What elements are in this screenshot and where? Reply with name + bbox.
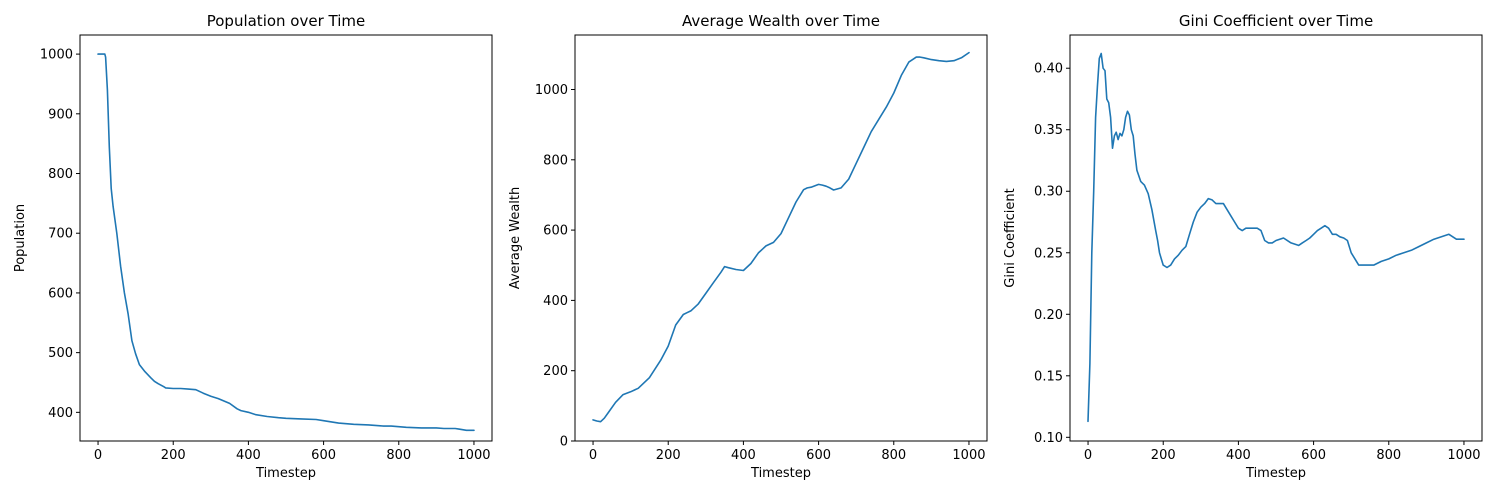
y-tick-label: 0.20 — [1034, 308, 1063, 323]
y-tick-label: 0 — [560, 435, 568, 450]
x-tick-label: 0 — [1084, 448, 1092, 463]
plot-area-frame — [574, 34, 988, 442]
chart-average-wealth: Average Wealth over Time Timestep Averag… — [508, 12, 988, 481]
chart-title: Population over Time — [207, 12, 366, 30]
series-line — [1087, 52, 1465, 423]
chart-title: Gini Coefficient over Time — [1179, 12, 1373, 30]
chart-title: Average Wealth over Time — [682, 12, 880, 30]
x-tick-label: 1000 — [952, 448, 985, 463]
x-tick-label: 400 — [1226, 448, 1251, 463]
y-tick-label: 500 — [48, 346, 73, 361]
x-tick-label: 200 — [1151, 448, 1176, 463]
x-tick-label: 1000 — [1447, 448, 1480, 463]
plot-area-frame — [1069, 34, 1483, 442]
y-tick-label: 0.10 — [1034, 431, 1063, 446]
x-tick-label: 400 — [731, 448, 756, 463]
y-tick-label: 600 — [48, 286, 73, 301]
x-tick-label: 200 — [656, 448, 681, 463]
x-tick-label: 0 — [94, 448, 102, 463]
x-tick-label: 600 — [1301, 448, 1326, 463]
x-tick-label: 0 — [589, 448, 597, 463]
y-tick-label: 800 — [48, 167, 73, 182]
y-tick-label: 0.35 — [1034, 123, 1063, 138]
y-tick-label: 400 — [543, 294, 568, 309]
series-line — [592, 51, 970, 423]
x-tick-label: 600 — [311, 448, 336, 463]
y-tick-label: 0.40 — [1034, 62, 1063, 77]
y-tick-label: 700 — [48, 227, 73, 242]
y-axis-label: Average Wealth — [508, 187, 523, 290]
plot-area-frame — [79, 34, 493, 442]
x-tick-label: 200 — [161, 448, 186, 463]
chart-gini-coefficient: Gini Coefficient over Time Timestep Gini… — [1003, 12, 1483, 481]
y-tick-label: 800 — [543, 153, 568, 168]
y-axis-label: Population — [13, 204, 28, 272]
x-tick-label: 1000 — [457, 448, 490, 463]
y-tick-label: 1000 — [40, 48, 73, 63]
y-tick-label: 0.25 — [1034, 246, 1063, 261]
y-tick-label: 900 — [48, 107, 73, 122]
y-tick-label: 400 — [48, 406, 73, 421]
y-tick-label: 1000 — [535, 83, 568, 98]
x-axis-label: Timestep — [1245, 466, 1306, 481]
x-tick-label: 400 — [236, 448, 261, 463]
x-tick-label: 800 — [386, 448, 411, 463]
x-tick-label: 600 — [806, 448, 831, 463]
y-tick-label: 200 — [543, 364, 568, 379]
x-axis-label: Timestep — [750, 466, 811, 481]
y-tick-label: 0.30 — [1034, 185, 1063, 200]
x-tick-label: 800 — [881, 448, 906, 463]
y-axis-label: Gini Coefficient — [1003, 188, 1018, 287]
x-axis-label: Timestep — [255, 466, 316, 481]
series-line — [97, 53, 475, 432]
y-tick-label: 0.15 — [1034, 369, 1063, 384]
chart-population: Population over Time Timestep Population… — [13, 12, 493, 481]
x-tick-label: 800 — [1376, 448, 1401, 463]
y-tick-label: 600 — [543, 224, 568, 239]
